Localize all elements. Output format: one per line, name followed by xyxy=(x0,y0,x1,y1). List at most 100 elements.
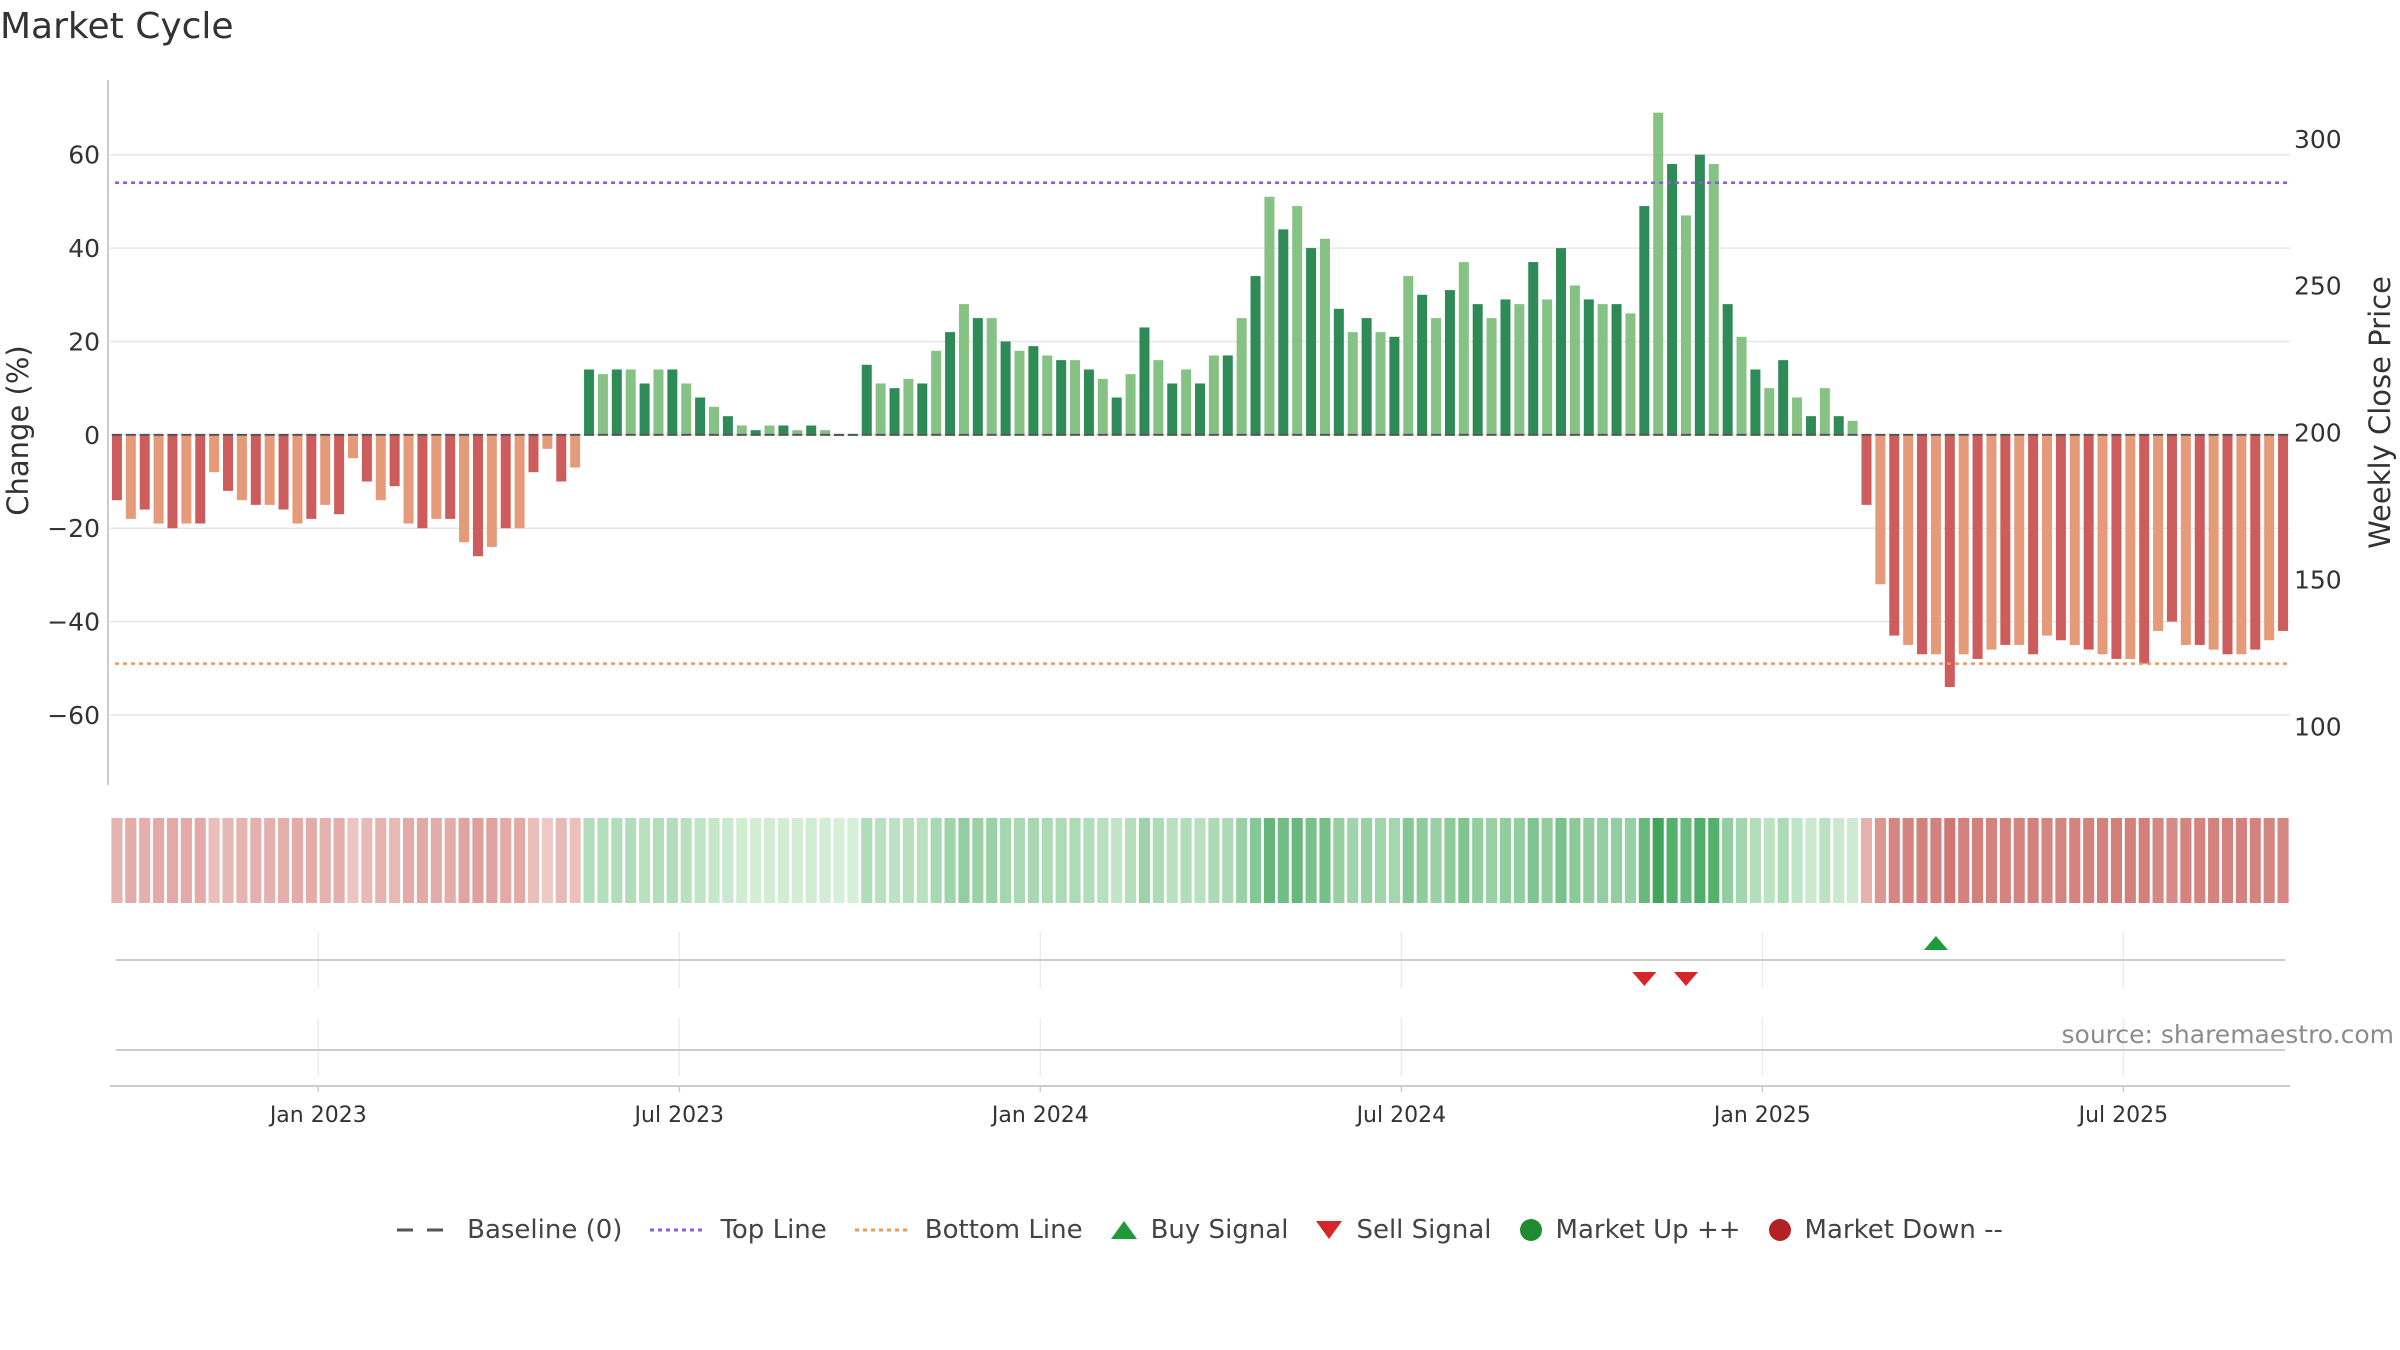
bar[interactable] xyxy=(1861,434,1872,505)
bar[interactable] xyxy=(2111,434,2122,659)
bar[interactable] xyxy=(1972,434,1983,659)
legend-item-top-line[interactable]: Top Line xyxy=(650,1215,827,1245)
bar[interactable] xyxy=(236,434,247,501)
bar[interactable] xyxy=(2042,434,2053,636)
bar[interactable] xyxy=(625,369,636,435)
bar[interactable] xyxy=(1903,434,1914,645)
bar[interactable] xyxy=(1805,416,1816,435)
bar[interactable] xyxy=(584,369,595,435)
bar[interactable] xyxy=(389,434,400,487)
bar[interactable] xyxy=(1958,434,1969,655)
bar[interactable] xyxy=(653,369,664,435)
bar[interactable] xyxy=(361,434,372,482)
bar[interactable] xyxy=(1556,248,1567,435)
bar[interactable] xyxy=(2055,434,2066,641)
bar[interactable] xyxy=(695,397,706,435)
bar[interactable] xyxy=(667,369,678,435)
bar[interactable] xyxy=(820,430,831,435)
bar[interactable] xyxy=(2069,434,2080,645)
bar[interactable] xyxy=(556,434,567,482)
sell-signal-marker[interactable] xyxy=(1673,972,1698,986)
bar[interactable] xyxy=(514,434,525,529)
bar[interactable] xyxy=(1792,397,1803,435)
bar[interactable] xyxy=(2028,434,2039,655)
bar[interactable] xyxy=(320,434,331,505)
bar[interactable] xyxy=(2278,434,2289,631)
bar[interactable] xyxy=(875,383,886,435)
sell-signal-marker[interactable] xyxy=(1632,972,1657,986)
bar[interactable] xyxy=(1389,336,1400,435)
bar[interactable] xyxy=(403,434,414,524)
bar[interactable] xyxy=(1944,434,1955,687)
bar[interactable] xyxy=(2125,434,2136,659)
bar[interactable] xyxy=(2250,434,2261,650)
bar[interactable] xyxy=(1764,388,1775,435)
bar[interactable] xyxy=(2083,434,2094,650)
legend-item-buy-signal[interactable]: Buy Signal xyxy=(1110,1215,1288,1245)
bar[interactable] xyxy=(153,434,164,524)
bar[interactable] xyxy=(1750,369,1761,435)
bar[interactable] xyxy=(306,434,317,519)
bar[interactable] xyxy=(709,406,720,435)
bar[interactable] xyxy=(278,434,289,510)
bar[interactable] xyxy=(1708,164,1719,435)
bar[interactable] xyxy=(1736,336,1747,435)
bar[interactable] xyxy=(1847,420,1858,435)
bar[interactable] xyxy=(1458,262,1469,435)
bar[interactable] xyxy=(1042,355,1053,435)
bar[interactable] xyxy=(1236,318,1247,435)
bar[interactable] xyxy=(334,434,345,515)
bar[interactable] xyxy=(1639,206,1650,435)
bar[interactable] xyxy=(195,434,206,524)
bar[interactable] xyxy=(445,434,456,519)
bar[interactable] xyxy=(2153,434,2164,631)
bar[interactable] xyxy=(1431,318,1442,435)
bar[interactable] xyxy=(750,430,761,435)
buy-signal-marker[interactable] xyxy=(1923,936,1948,950)
bar[interactable] xyxy=(1028,346,1039,435)
bar[interactable] xyxy=(111,434,122,501)
bar[interactable] xyxy=(903,378,914,435)
bar[interactable] xyxy=(792,430,803,435)
legend-item-market-down[interactable]: Market Down -- xyxy=(1768,1215,2003,1245)
bar[interactable] xyxy=(1083,369,1094,435)
bar[interactable] xyxy=(2000,434,2011,645)
bar[interactable] xyxy=(1694,154,1705,435)
bar[interactable] xyxy=(1181,369,1192,435)
bar[interactable] xyxy=(2166,434,2177,622)
bar[interactable] xyxy=(1583,299,1594,435)
bar[interactable] xyxy=(1306,248,1317,435)
bar[interactable] xyxy=(500,434,511,529)
bar[interactable] xyxy=(223,434,234,491)
bar[interactable] xyxy=(1167,383,1178,435)
bar[interactable] xyxy=(181,434,192,524)
bar[interactable] xyxy=(472,434,483,557)
bar[interactable] xyxy=(1569,285,1580,435)
bar[interactable] xyxy=(1056,360,1067,435)
legend-item-baseline[interactable]: Baseline (0) xyxy=(397,1215,622,1245)
legend-item-sell-signal[interactable]: Sell Signal xyxy=(1316,1215,1492,1245)
bar[interactable] xyxy=(1375,332,1386,435)
bar[interactable] xyxy=(972,318,983,435)
bar[interactable] xyxy=(611,369,622,435)
bar[interactable] xyxy=(889,388,900,435)
bar[interactable] xyxy=(1111,397,1122,435)
bar[interactable] xyxy=(2236,434,2247,655)
bar[interactable] xyxy=(1139,327,1150,435)
bar[interactable] xyxy=(778,425,789,435)
bar[interactable] xyxy=(292,434,303,524)
bar[interactable] xyxy=(528,434,539,473)
bar[interactable] xyxy=(806,425,817,435)
bar[interactable] xyxy=(1070,360,1081,435)
bar[interactable] xyxy=(1833,416,1844,435)
bar[interactable] xyxy=(597,374,608,435)
bar[interactable] xyxy=(1528,262,1539,435)
bar[interactable] xyxy=(2264,434,2275,641)
bar[interactable] xyxy=(1653,112,1664,435)
bar[interactable] xyxy=(1889,434,1900,636)
bar[interactable] xyxy=(1361,318,1372,435)
bar[interactable] xyxy=(986,318,997,435)
bar[interactable] xyxy=(1542,299,1553,435)
bar[interactable] xyxy=(722,416,733,435)
bar[interactable] xyxy=(486,434,497,547)
